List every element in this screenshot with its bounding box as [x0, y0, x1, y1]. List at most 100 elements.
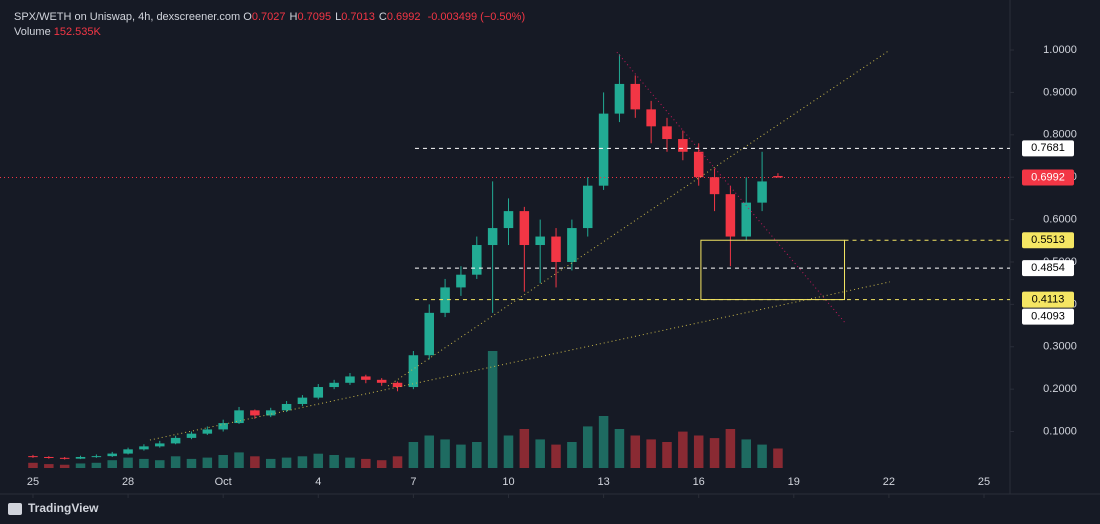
volume-bar: [392, 456, 403, 468]
change: -0.003499 (−0.50%): [427, 11, 526, 23]
header: SPX/WETH on Uniswap, 4h, dexscreener.com…: [14, 10, 525, 40]
volume-bar: [440, 439, 450, 468]
volume-bar: [170, 456, 181, 468]
candle-body: [376, 379, 387, 383]
candle-body: [265, 410, 276, 416]
volume-bar: [234, 452, 244, 468]
candle-body: [773, 176, 783, 178]
candle-body: [535, 236, 545, 246]
level-label: 0.7681: [1031, 142, 1065, 154]
volume-bar: [44, 464, 54, 468]
volume-bar: [281, 457, 292, 468]
candle-body: [234, 410, 244, 424]
volume-bar: [535, 439, 545, 468]
volume-bar: [75, 463, 86, 468]
zone-box: [700, 239, 846, 301]
level-badge: [1022, 169, 1074, 186]
volume-bar: [155, 460, 165, 468]
volume-bar: [265, 458, 276, 468]
volume-bar: [741, 439, 752, 468]
volume-bar: [313, 453, 324, 468]
x-tick-label: 19: [788, 476, 800, 488]
ohlc-value: 0.7027: [251, 11, 286, 23]
volume-bar: [250, 456, 260, 468]
level-badge: [1022, 308, 1074, 325]
trendline: [387, 49, 891, 387]
ohlc-key: L: [335, 11, 342, 23]
candle-body: [281, 403, 292, 411]
candle-body: [123, 449, 133, 454]
volume-bar: [329, 455, 339, 468]
level-badge: [1022, 291, 1074, 308]
candle-body: [392, 382, 403, 388]
candle-body: [693, 151, 704, 178]
volume-bar: [646, 439, 656, 468]
volume-bar: [345, 457, 355, 468]
candle-body: [519, 211, 530, 246]
y-tick-label: 0.3000: [1043, 341, 1077, 353]
candle-body: [678, 139, 688, 152]
volume-bar: [91, 462, 102, 468]
volume-bar: [186, 458, 197, 468]
trendline: [616, 51, 845, 323]
candle-body: [487, 228, 498, 246]
volume-bar: [123, 457, 133, 468]
volume-bar: [297, 456, 308, 468]
volume-bar: [551, 444, 561, 468]
volume-bar: [218, 455, 228, 468]
volume-bar: [614, 429, 625, 468]
candle-body: [598, 113, 609, 186]
candle-body: [630, 83, 641, 110]
volume-bar: [567, 442, 577, 468]
candle-body: [250, 410, 260, 416]
candle-body: [662, 126, 672, 140]
candle-body: [725, 194, 736, 237]
volume-bar: [59, 464, 70, 468]
candle-body: [551, 236, 561, 262]
candle-body: [424, 312, 434, 356]
x-tick-label: 7: [410, 476, 416, 488]
x-tick-label: 25: [27, 476, 39, 488]
header-row: SPX/WETH on Uniswap, 4h, dexscreener.com…: [14, 10, 525, 25]
volume-bar: [202, 457, 213, 468]
candle-body: [567, 228, 577, 262]
candle-body: [741, 202, 752, 237]
volume-bar: [424, 435, 434, 468]
volume-bar: [725, 429, 736, 468]
level-label: 0.4113: [1032, 293, 1065, 305]
volume-bar: [678, 431, 688, 468]
x-tick-label: 10: [502, 476, 514, 488]
volume-bar: [630, 435, 641, 468]
volume-bar: [487, 351, 498, 468]
volume-bar: [472, 442, 482, 468]
candle-body: [28, 456, 38, 458]
candle-body: [139, 446, 149, 450]
candle-body: [202, 429, 213, 434]
y-tick-label: 0.2000: [1043, 383, 1077, 395]
candle-body: [59, 457, 70, 459]
candle-body: [44, 456, 54, 458]
level-badge: [1022, 260, 1074, 277]
candle-body: [313, 387, 324, 398]
volume-bar: [361, 458, 371, 468]
level-label: 0.4093: [1031, 310, 1065, 322]
volume-bar: [598, 416, 609, 468]
volume-bar: [757, 444, 767, 468]
ohlc-key: C: [378, 11, 387, 23]
volume-bar: [709, 438, 720, 468]
candle-body: [170, 437, 181, 444]
level-badge: [1022, 140, 1074, 157]
candle-body: [297, 397, 308, 404]
candle-body: [218, 423, 228, 430]
candle-body: [614, 83, 625, 114]
ohlc-value: 0.7013: [341, 11, 375, 23]
candle-body: [186, 433, 197, 438]
y-tick-label: 0.8000: [1043, 129, 1077, 141]
footer-logo: TradingView: [28, 501, 99, 515]
y-tick-label: 0.9000: [1043, 86, 1077, 98]
ohlc-key: H: [289, 11, 298, 23]
candle-body: [503, 211, 514, 229]
level-label: 0.4854: [1031, 262, 1065, 274]
